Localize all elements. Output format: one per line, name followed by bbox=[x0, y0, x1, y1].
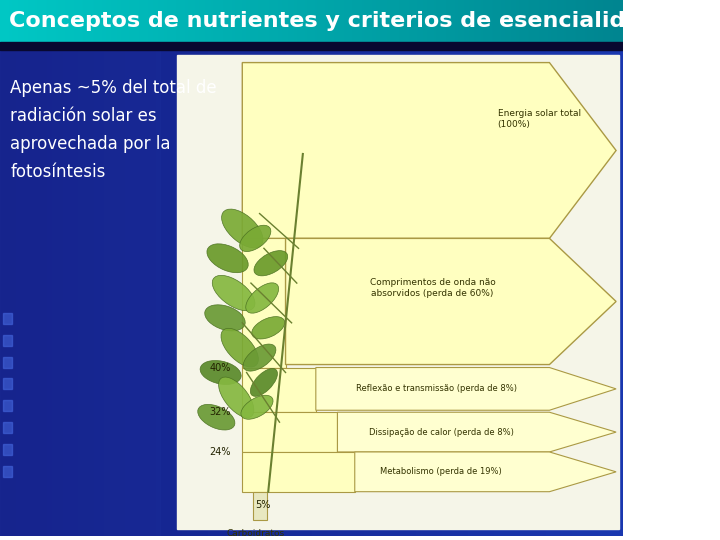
Ellipse shape bbox=[254, 251, 288, 276]
Bar bbox=[253, 492, 266, 519]
Text: Energia solar total
(100%): Energia solar total (100%) bbox=[498, 109, 580, 129]
Text: 24%: 24% bbox=[210, 447, 231, 457]
Bar bbox=[242, 452, 355, 492]
Bar bbox=[3, 422, 12, 433]
Polygon shape bbox=[242, 63, 616, 238]
Ellipse shape bbox=[246, 283, 279, 313]
Text: 40%: 40% bbox=[210, 362, 231, 373]
Bar bbox=[3, 335, 12, 346]
Text: Dissipação de calor (perda de 8%): Dissipação de calor (perda de 8%) bbox=[369, 428, 514, 437]
Text: 32%: 32% bbox=[210, 407, 231, 417]
Bar bbox=[3, 444, 12, 455]
Text: Conceptos de nutrientes y criterios de esencialidad: Conceptos de nutrientes y criterios de e… bbox=[9, 11, 656, 31]
Bar bbox=[3, 313, 12, 324]
Ellipse shape bbox=[207, 244, 248, 273]
Ellipse shape bbox=[219, 377, 254, 417]
Ellipse shape bbox=[243, 344, 276, 371]
Bar bbox=[242, 368, 316, 412]
Polygon shape bbox=[316, 368, 616, 410]
Bar bbox=[3, 400, 12, 411]
Ellipse shape bbox=[222, 209, 263, 248]
Bar bbox=[3, 356, 12, 368]
Text: Carboidratos: Carboidratos bbox=[226, 529, 284, 538]
Polygon shape bbox=[338, 412, 616, 452]
Bar bbox=[0, 42, 623, 50]
Text: Comprimentos de onda não
absorvidos (perda de 60%): Comprimentos de onda não absorvidos (per… bbox=[370, 278, 495, 298]
Bar bbox=[0, 50, 160, 536]
Polygon shape bbox=[355, 452, 616, 492]
Text: Metabolismo (perda de 19%): Metabolismo (perda de 19%) bbox=[380, 467, 502, 476]
Ellipse shape bbox=[212, 275, 255, 310]
Ellipse shape bbox=[240, 225, 271, 252]
Ellipse shape bbox=[251, 368, 277, 396]
Ellipse shape bbox=[198, 404, 235, 430]
Text: Apenas ~5% del total de
radiación solar es
aprovechada por la
fotosíntesis: Apenas ~5% del total de radiación solar … bbox=[10, 79, 217, 181]
Bar bbox=[242, 238, 286, 368]
Ellipse shape bbox=[200, 361, 241, 384]
Bar bbox=[3, 466, 12, 477]
Ellipse shape bbox=[241, 395, 273, 419]
Text: Reflexão e transmissão (perda de 8%): Reflexão e transmissão (perda de 8%) bbox=[356, 384, 518, 393]
Bar bbox=[242, 412, 338, 452]
Ellipse shape bbox=[204, 305, 246, 331]
Bar bbox=[177, 55, 618, 529]
Polygon shape bbox=[286, 238, 616, 365]
Bar bbox=[3, 379, 12, 389]
Ellipse shape bbox=[252, 316, 284, 339]
Text: 5%: 5% bbox=[256, 500, 271, 510]
Ellipse shape bbox=[221, 328, 258, 367]
